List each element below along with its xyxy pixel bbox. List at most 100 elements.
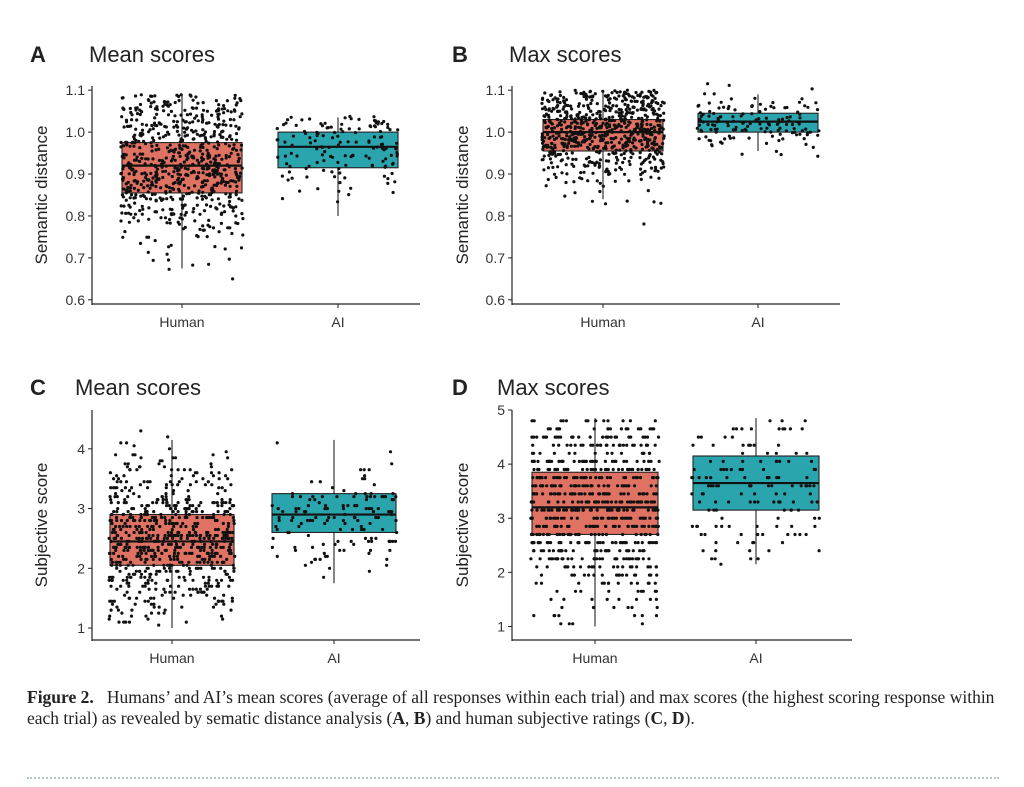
data-point — [195, 114, 199, 118]
data-point — [602, 492, 606, 496]
data-point — [596, 541, 600, 545]
data-point — [138, 590, 142, 594]
data-point — [718, 115, 722, 119]
data-point — [138, 530, 142, 535]
data-point — [532, 549, 536, 553]
y-tick-label: 0.6 — [66, 292, 86, 308]
data-point — [571, 157, 575, 161]
data-point — [232, 566, 236, 570]
data-point — [741, 112, 745, 116]
data-point — [697, 476, 701, 480]
data-point — [395, 141, 399, 145]
data-point — [166, 578, 170, 582]
data-point — [622, 156, 627, 161]
data-point — [798, 112, 802, 116]
data-point — [635, 500, 639, 504]
data-point — [547, 549, 551, 553]
data-point — [178, 154, 182, 158]
data-point — [232, 108, 236, 112]
data-point — [212, 162, 216, 166]
data-point — [656, 532, 660, 537]
data-point — [175, 93, 179, 97]
data-point — [543, 136, 547, 140]
data-point — [813, 524, 817, 529]
data-point — [186, 489, 190, 493]
data-point — [574, 136, 579, 140]
data-point — [706, 484, 711, 488]
data-point — [707, 508, 711, 512]
data-point — [226, 477, 230, 481]
data-point — [183, 507, 187, 511]
data-point — [627, 484, 631, 488]
data-point — [756, 532, 760, 537]
data-point — [169, 243, 173, 247]
data-point — [777, 120, 781, 124]
data-point — [608, 119, 612, 123]
data-point — [174, 123, 179, 128]
data-point — [633, 541, 638, 545]
data-point — [625, 140, 629, 144]
data-point — [198, 587, 202, 591]
data-point — [546, 166, 551, 170]
data-point — [597, 162, 601, 166]
data-point — [143, 507, 147, 511]
data-point — [652, 88, 656, 92]
data-point — [630, 565, 634, 569]
data-point — [329, 125, 333, 129]
data-point — [125, 518, 129, 523]
data-point — [633, 573, 637, 577]
data-point — [640, 516, 645, 520]
data-point — [541, 532, 546, 537]
data-point — [117, 620, 121, 624]
data-point — [291, 134, 295, 138]
data-point — [234, 148, 238, 152]
data-point — [765, 476, 770, 480]
data-point — [216, 197, 220, 201]
data-point — [219, 578, 224, 582]
data-point — [612, 565, 616, 569]
data-point — [144, 581, 148, 585]
data-point — [654, 597, 659, 602]
data-point — [658, 119, 662, 123]
data-point — [170, 521, 174, 526]
data-point — [608, 427, 613, 431]
data-point — [564, 508, 569, 512]
data-point — [150, 144, 154, 148]
data-point — [133, 572, 137, 576]
data-point — [771, 101, 775, 105]
data-point — [579, 91, 583, 96]
data-point — [651, 541, 655, 545]
data-point — [126, 510, 130, 514]
data-point — [730, 435, 735, 439]
data-point — [159, 512, 163, 517]
data-point — [320, 145, 324, 149]
data-point — [217, 172, 221, 176]
data-point — [628, 162, 632, 167]
data-point — [592, 557, 596, 561]
data-point — [323, 521, 327, 526]
data-point — [729, 97, 734, 101]
data-point — [640, 622, 645, 626]
data-point — [201, 515, 205, 520]
data-point — [203, 483, 207, 487]
data-point — [306, 533, 310, 538]
data-point — [148, 197, 153, 201]
data-point — [147, 587, 151, 591]
data-point — [239, 148, 243, 152]
data-point — [135, 468, 139, 472]
data-point — [180, 139, 184, 143]
data-point — [192, 207, 196, 211]
data-point — [132, 444, 136, 448]
data-point — [135, 527, 139, 532]
data-point — [140, 204, 144, 208]
caption-divider — [27, 777, 999, 779]
data-point — [206, 480, 210, 484]
data-point — [165, 197, 169, 201]
data-point — [110, 521, 114, 526]
data-point — [202, 167, 206, 171]
data-point — [224, 173, 228, 177]
data-point — [144, 142, 148, 146]
data-point — [176, 551, 180, 556]
data-point — [135, 155, 139, 159]
data-point — [654, 484, 658, 488]
